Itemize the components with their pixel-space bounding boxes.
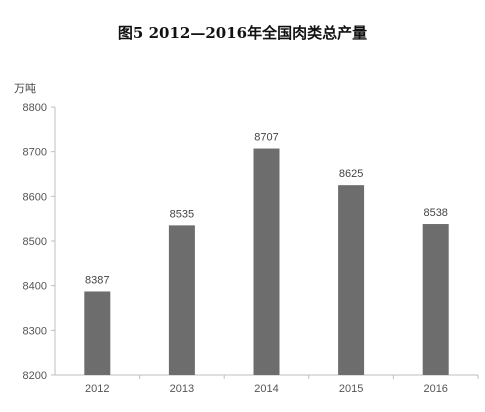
y-tick-label: 8300 — [23, 325, 47, 337]
x-tick-label: 2015 — [339, 383, 363, 395]
y-tick-label: 8400 — [23, 281, 47, 293]
bar — [422, 224, 449, 375]
x-tick-label: 2012 — [85, 383, 109, 395]
x-tick-label: 2014 — [254, 383, 278, 395]
bar-value-label: 8387 — [85, 274, 109, 286]
bar-value-label: 8538 — [423, 207, 447, 219]
y-axis-unit-label: 万吨 — [14, 82, 36, 95]
bar — [84, 291, 111, 375]
bar-value-label: 8625 — [339, 168, 363, 180]
y-tick-label: 8600 — [23, 191, 47, 203]
y-tick-label: 8200 — [23, 370, 47, 382]
bar — [338, 185, 365, 375]
bar-value-label: 8535 — [170, 208, 194, 220]
chart-title: 图5 2012—2016年全国肉类总产量 — [117, 24, 368, 42]
x-tick-label: 2013 — [170, 383, 194, 395]
bar-value-label: 8707 — [254, 132, 278, 144]
x-tick-label: 2016 — [423, 383, 447, 395]
bar — [253, 148, 280, 375]
y-tick-label: 8700 — [23, 147, 47, 159]
y-tick-label: 8800 — [23, 102, 47, 114]
bar — [168, 225, 195, 375]
y-tick-label: 8500 — [23, 236, 47, 248]
